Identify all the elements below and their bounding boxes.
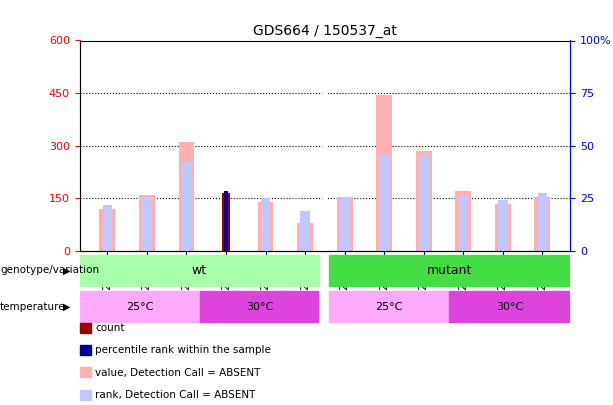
Bar	[257, 202, 273, 251]
Bar	[261, 198, 270, 251]
Bar	[535, 197, 550, 251]
Text: count: count	[95, 323, 124, 333]
FancyBboxPatch shape	[329, 255, 570, 286]
Bar	[297, 223, 313, 251]
Bar	[498, 200, 508, 251]
Text: 25°C: 25°C	[126, 302, 154, 312]
Bar	[178, 142, 194, 251]
Title: GDS664 / 150537_at: GDS664 / 150537_at	[253, 24, 397, 38]
Bar	[376, 95, 392, 251]
Bar	[495, 204, 511, 251]
Bar	[142, 197, 151, 251]
Text: 30°C: 30°C	[246, 302, 273, 312]
Bar	[99, 209, 115, 251]
Bar	[139, 195, 155, 251]
Text: ▶: ▶	[63, 302, 70, 312]
Text: temperature: temperature	[0, 302, 66, 312]
Text: mutant: mutant	[427, 264, 472, 277]
Bar	[222, 193, 230, 251]
Text: ▶: ▶	[63, 265, 70, 275]
Bar	[455, 192, 471, 251]
Text: 25°C: 25°C	[375, 302, 403, 312]
Bar	[181, 162, 191, 251]
FancyBboxPatch shape	[449, 291, 569, 322]
Bar	[538, 193, 547, 251]
Bar	[416, 151, 432, 251]
Text: rank, Detection Call = ABSENT: rank, Detection Call = ABSENT	[95, 390, 256, 400]
Text: 30°C: 30°C	[496, 302, 524, 312]
Bar	[459, 195, 468, 251]
Text: genotype/variation: genotype/variation	[0, 265, 99, 275]
FancyBboxPatch shape	[329, 291, 448, 322]
Bar	[419, 155, 428, 251]
FancyBboxPatch shape	[200, 291, 318, 322]
Bar	[337, 197, 352, 251]
Bar	[102, 205, 112, 251]
FancyBboxPatch shape	[80, 291, 199, 322]
FancyBboxPatch shape	[80, 255, 319, 286]
Text: percentile rank within the sample: percentile rank within the sample	[95, 345, 271, 355]
Bar	[379, 155, 389, 251]
Bar	[340, 197, 349, 251]
Bar	[224, 192, 229, 251]
Text: wt: wt	[192, 264, 207, 277]
Bar	[300, 211, 310, 251]
Text: value, Detection Call = ABSENT: value, Detection Call = ABSENT	[95, 368, 261, 377]
